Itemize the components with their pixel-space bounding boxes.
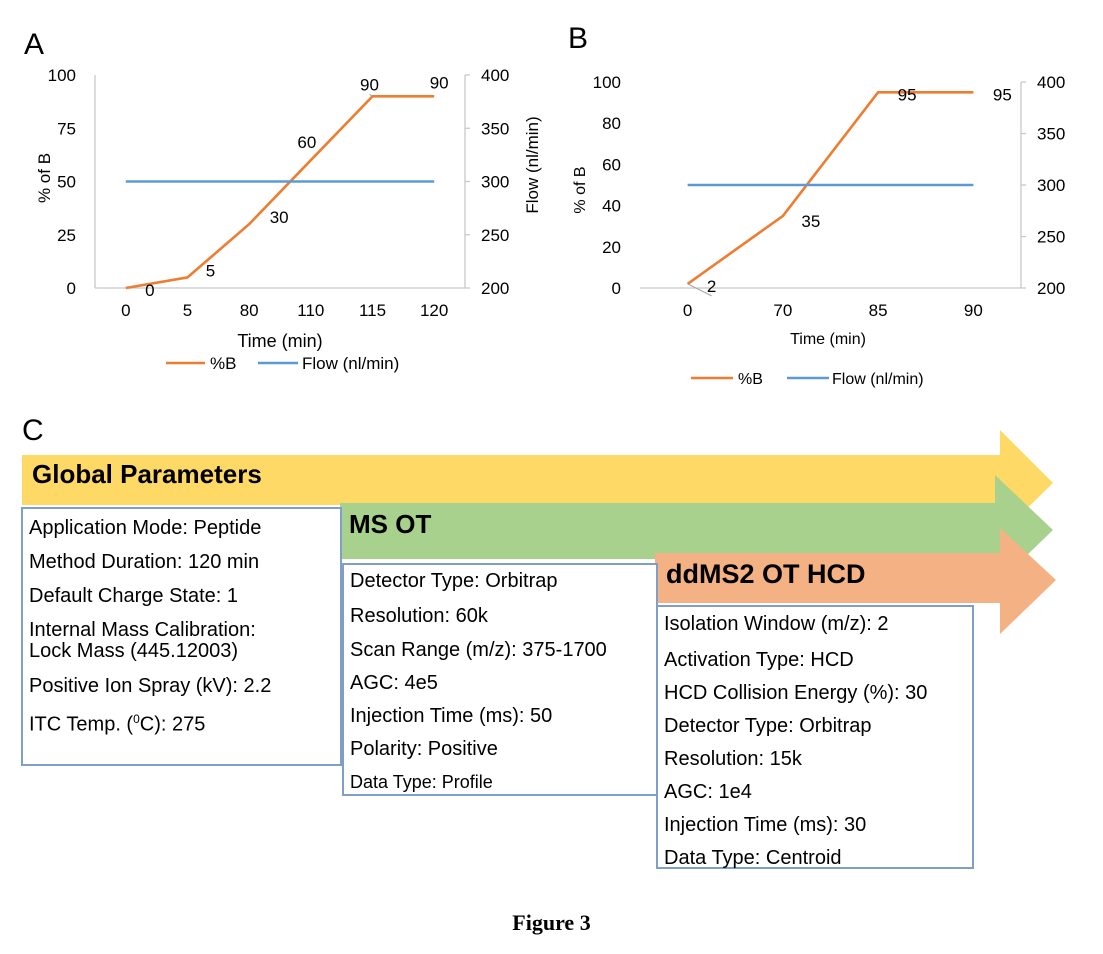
param-ms-agc: AGC: 4e5	[350, 672, 438, 694]
chart-a-y2-title: Flow (nl/min)	[523, 116, 542, 213]
chart-b-data-label: 95	[993, 85, 1012, 104]
ddms2-arrow	[655, 528, 1056, 634]
ms-ot-box: Detector Type: Orbitrap Resolution: 60k …	[342, 563, 658, 796]
param-dd-data-type: Data Type: Centroid	[664, 847, 842, 869]
chart-a-y-tick-label: 0	[67, 279, 76, 298]
chart-a-y2-tick-label: 400	[481, 66, 509, 85]
chart-b-y-tick-label: 60	[602, 155, 621, 174]
chart-a-x-tick-label: 5	[183, 301, 192, 320]
chart-b-y-title: % of B	[572, 166, 589, 213]
chart-b-legend-label-b: %B	[738, 371, 763, 388]
param-ms-scan-range: Scan Range (m/z): 375-1700	[350, 639, 607, 661]
figure-caption: Figure 3	[512, 910, 591, 935]
param-activation-type: Activation Type: HCD	[664, 649, 854, 671]
param-lock-mass: Lock Mass (445.12003)	[29, 640, 239, 662]
chart-a-data-label: 60	[297, 133, 316, 152]
chart-a-legend: %B Flow (nl/min)	[166, 354, 399, 373]
chart-a-y2-tick-label: 250	[481, 226, 509, 245]
chart-b-y-tick-label: 20	[602, 238, 621, 257]
param-ms-resolution: Resolution: 60k	[350, 605, 488, 627]
param-dd-agc: AGC: 1e4	[664, 781, 752, 803]
chart-a-data-label: 0	[145, 281, 154, 300]
chart-b-data-label: 2	[707, 277, 716, 296]
chart-b-y-tick-label: 100	[593, 73, 621, 92]
chart-a-data-label-leader	[369, 93, 373, 97]
chart-a-series-percent-b-line	[125, 95, 435, 290]
chart-b-y-tick-label: 80	[602, 114, 621, 133]
chart-b-x-title: Time (min)	[790, 331, 866, 348]
chart-a-y2-tick-label: 350	[481, 119, 509, 138]
chart-b-y-tick-label: 40	[602, 197, 621, 216]
chart-b-y2-tick-label: 350	[1037, 125, 1065, 144]
param-itc-temp-prefix: ITC Temp. (	[29, 713, 134, 736]
param-itc-temp-suffix: C): 275	[139, 713, 206, 736]
chart-a-x-tick-label: 110	[297, 301, 324, 320]
chart-a-y-tick-label: 75	[57, 119, 76, 138]
chart-a-x-tick-label: 115	[359, 301, 386, 320]
param-itc-temp-superscript: 0	[133, 712, 140, 726]
ms-ot-title: MS OT	[349, 509, 432, 539]
chart-b-legend-label-flow: Flow (nl/min)	[832, 371, 924, 388]
chart-a-legend-label-b: %B	[210, 354, 236, 373]
chart-a-y-tick-label: 25	[57, 226, 76, 245]
chart-b-data-label: 95	[898, 85, 917, 104]
chart-b-x-tick-label: 90	[964, 301, 983, 320]
chart-a: % of B Flow (nl/min) Time (min) %B Flow …	[35, 66, 542, 373]
chart-b-y2-tick-label: 400	[1037, 73, 1065, 92]
chart-a-data-label: 90	[430, 73, 449, 92]
param-ms-injection-time: Injection Time (ms): 50	[350, 705, 553, 727]
ddms2-box: Isolation Window (m/z): 2 Activation Typ…	[656, 605, 974, 869]
chart-b-x-tick-label: 85	[869, 301, 888, 320]
param-default-charge-state: Default Charge State: 1	[29, 585, 239, 607]
chart-a-y-title: % of B	[35, 153, 54, 203]
param-itc-temp: ITC Temp. (0C): 275	[29, 708, 205, 736]
ddms2-title: ddMS2 OT HCD	[666, 559, 866, 589]
chart-a-y2-tick-label: 200	[481, 279, 509, 298]
chart-b-x-tick-label: 70	[773, 301, 792, 320]
chart-a-x-title: Time (min)	[237, 331, 322, 351]
panel-label-a: A	[24, 28, 45, 61]
param-ms-polarity: Polarity: Positive	[350, 738, 498, 760]
chart-a-data-label: 5	[206, 261, 215, 280]
param-dd-resolution: Resolution: 15k	[664, 748, 802, 770]
chart-a-legend-label-flow: Flow (nl/min)	[302, 354, 399, 373]
param-dd-injection-time: Injection Time (ms): 30	[664, 814, 867, 836]
chart-b-y-tick-label: 0	[612, 279, 621, 298]
param-hcd-collision-energy: HCD Collision Energy (%): 30	[664, 682, 928, 704]
chart-b-y2-tick-label: 200	[1037, 279, 1065, 298]
param-application-mode: Application Mode: Peptide	[29, 517, 262, 539]
chart-a-data-label: 30	[270, 208, 289, 227]
param-isolation-window: Isolation Window (m/z): 2	[664, 613, 889, 635]
param-method-duration: Method Duration: 120 min	[29, 551, 260, 573]
param-dd-detector-type: Detector Type: Orbitrap	[664, 715, 872, 737]
chart-b-y2-tick-label: 250	[1037, 228, 1065, 247]
chart-b-y2-tick-label: 300	[1037, 176, 1065, 195]
param-internal-mass-calibration: Internal Mass Calibration:	[29, 619, 256, 641]
chart-a-x-tick-label: 120	[420, 301, 448, 320]
chart-a-x-tick-label: 80	[240, 301, 259, 320]
panel-label-c: C	[22, 414, 44, 447]
chart-a-y2-tick-label: 300	[481, 173, 509, 192]
chart-b-legend: %B Flow (nl/min)	[691, 371, 924, 388]
global-parameters-arrow	[22, 430, 1053, 535]
chart-a-data-label: 90	[360, 75, 379, 94]
panel-label-b: B	[568, 22, 589, 55]
global-parameters-title: Global Parameters	[32, 459, 262, 489]
chart-a-x-tick-label: 0	[121, 301, 130, 320]
chart-b: % of B Time (min) %B Flow (nl/min) 02040…	[572, 73, 1065, 388]
chart-b-data-label-leader	[687, 283, 712, 297]
chart-b-data-label: 35	[801, 212, 820, 231]
chart-a-y-tick-label: 50	[57, 173, 76, 192]
chart-a-y-tick-label: 100	[48, 66, 76, 85]
param-ms-data-type: Data Type: Profile	[350, 772, 493, 792]
global-parameters-box: Application Mode: Peptide Method Duratio…	[21, 507, 342, 766]
chart-b-x-tick-label: 0	[683, 301, 692, 320]
chart-b-series-percent-b-line	[686, 91, 974, 285]
param-positive-ion-spray: Positive Ion Spray (kV): 2.2	[29, 675, 272, 697]
param-ms-detector-type: Detector Type: Orbitrap	[350, 570, 558, 592]
